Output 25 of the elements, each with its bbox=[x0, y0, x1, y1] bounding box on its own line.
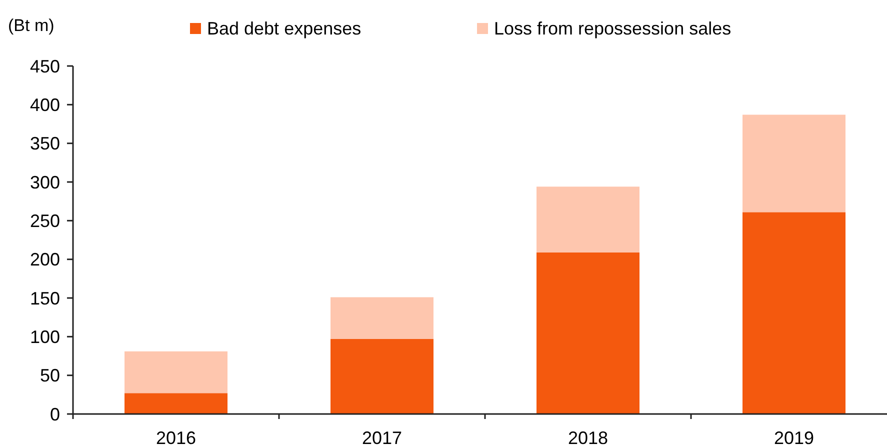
bar bbox=[124, 351, 228, 394]
bar bbox=[124, 393, 228, 414]
bar bbox=[330, 338, 434, 414]
y-axis-title: (Bt m) bbox=[8, 16, 54, 35]
y-tick-label: 150 bbox=[30, 288, 60, 308]
bar bbox=[536, 186, 640, 252]
y-tick-label: 0 bbox=[50, 404, 60, 424]
legend-label: Bad debt expenses bbox=[207, 18, 362, 38]
y-tick-label: 450 bbox=[30, 56, 60, 76]
x-tick-label: 2017 bbox=[362, 428, 402, 448]
x-tick-label: 2019 bbox=[774, 428, 814, 448]
y-tick-label: 400 bbox=[30, 94, 60, 115]
bar bbox=[742, 114, 846, 212]
x-tick-label: 2018 bbox=[568, 428, 608, 448]
bar bbox=[536, 252, 640, 414]
bar bbox=[742, 212, 846, 414]
y-tick-label: 250 bbox=[30, 210, 60, 231]
legend-label: Loss from repossession sales bbox=[494, 18, 732, 38]
x-tick-label: 2016 bbox=[156, 428, 196, 448]
bar bbox=[330, 297, 434, 339]
y-tick-label: 350 bbox=[30, 134, 60, 154]
y-tick-label: 200 bbox=[30, 250, 60, 270]
y-tick-label: 50 bbox=[40, 366, 60, 386]
y-tick-label: 300 bbox=[30, 172, 60, 192]
y-tick-label: 100 bbox=[30, 326, 60, 347]
